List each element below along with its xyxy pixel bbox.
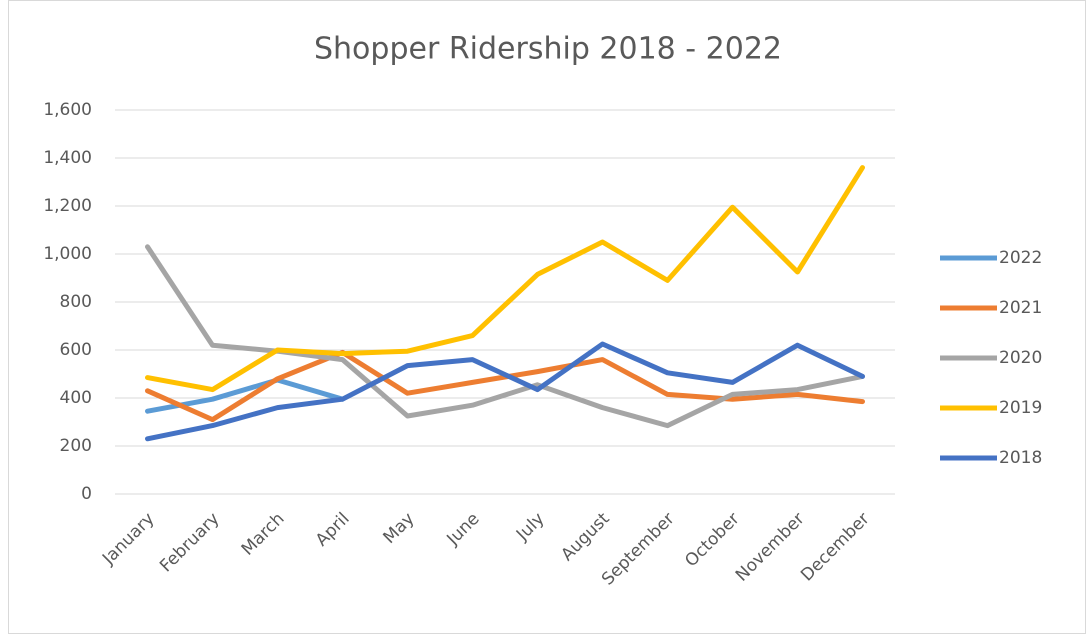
y-tick-label: 400: [60, 388, 92, 408]
y-tick-label: 1,600: [43, 100, 92, 120]
legend-label: 2020: [999, 348, 1042, 368]
y-tick-label: 800: [60, 292, 92, 312]
y-tick-label: 1,000: [43, 244, 92, 264]
y-tick-label: 0: [81, 484, 92, 504]
y-tick-label: 600: [60, 340, 92, 360]
y-tick-label: 1,200: [43, 196, 92, 216]
legend-label: 2018: [999, 448, 1042, 468]
legend-label: 2021: [999, 298, 1042, 318]
legend-label: 2019: [999, 398, 1042, 418]
series-line: [145, 165, 865, 393]
y-tick-label: 200: [60, 436, 92, 456]
legend-label: 2022: [999, 248, 1042, 268]
series-line: [145, 244, 865, 429]
y-tick-label: 1,400: [43, 148, 92, 168]
chart-title: Shopper Ridership 2018 - 2022: [314, 32, 782, 67]
chart-border: [8, 0, 1086, 634]
series-line: [145, 341, 865, 442]
